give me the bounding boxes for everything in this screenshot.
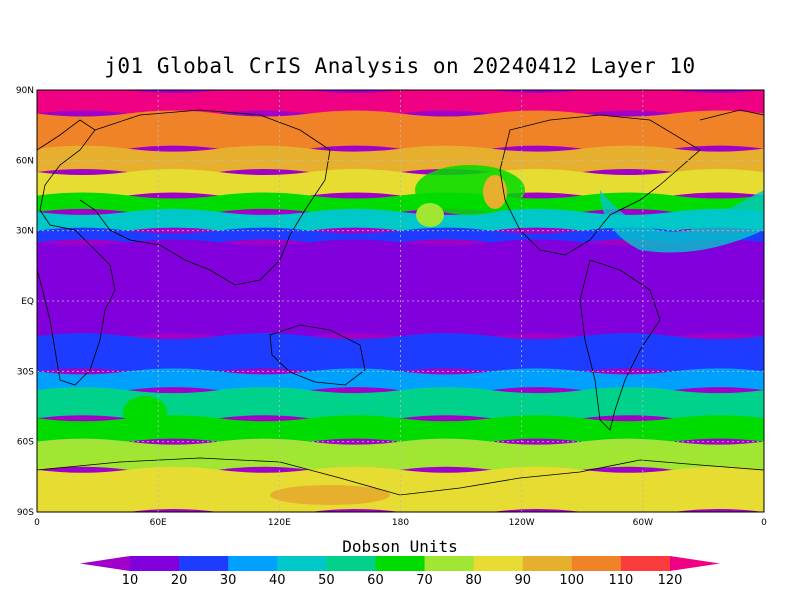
y-tick-label: 30N bbox=[16, 227, 34, 237]
ozone-anomaly-antarctic bbox=[270, 485, 390, 505]
colorbar-level-label: 110 bbox=[608, 573, 633, 588]
coast-north-america bbox=[499, 114, 701, 256]
y-axis-labels: 90N 60N 30N EQ 30S 60S 90S bbox=[16, 86, 34, 518]
colorbar-level-label: 50 bbox=[318, 573, 335, 588]
colorbar-segment bbox=[473, 556, 524, 571]
x-axis-labels: 0 60E 120E 180 120W 60W 0 bbox=[34, 518, 767, 528]
colorbar-segment bbox=[228, 556, 278, 571]
colorbar-level-label: 70 bbox=[416, 573, 433, 588]
x-tick-label: 120E bbox=[268, 518, 291, 528]
coast-africa-europe bbox=[37, 119, 116, 386]
coast-australia bbox=[269, 324, 366, 386]
ozone-anomaly-safrica bbox=[123, 396, 167, 428]
y-tick-label: 30S bbox=[17, 367, 34, 377]
ozone-trough-america bbox=[600, 190, 764, 253]
x-tick-label: 60W bbox=[633, 518, 653, 528]
x-tick-label: 120W bbox=[509, 518, 535, 528]
colorbar-segment bbox=[424, 556, 475, 571]
colorbar-level-label: 80 bbox=[465, 573, 482, 588]
x-tick-label: 60E bbox=[150, 518, 167, 528]
colorbar-level-label: 20 bbox=[171, 573, 188, 588]
zonal-band bbox=[37, 387, 764, 422]
colorbar-max-arrow bbox=[670, 556, 720, 571]
x-tick-label: 0 bbox=[34, 518, 40, 528]
colorbar-segment bbox=[375, 556, 426, 571]
coastlines bbox=[37, 109, 764, 496]
colorbar-segment bbox=[179, 556, 229, 571]
zonal-band bbox=[37, 333, 764, 375]
colorbar-title: Dobson Units bbox=[342, 537, 458, 556]
coast-south-america bbox=[579, 259, 661, 431]
y-tick-label: 90S bbox=[17, 508, 34, 518]
colorbar-level-label: 10 bbox=[122, 573, 139, 588]
zonal-band bbox=[37, 90, 764, 117]
colorbar-segment bbox=[571, 556, 622, 571]
x-tick-label: 180 bbox=[392, 518, 409, 528]
colorbar-min-arrow bbox=[80, 556, 130, 571]
colorbar-segment bbox=[277, 556, 327, 571]
map-frame bbox=[36, 89, 765, 513]
y-tick-label: EQ bbox=[21, 297, 34, 307]
y-tick-label: 60N bbox=[16, 156, 34, 166]
ozone-anomaly-hudson bbox=[660, 114, 710, 146]
colorbar-segment bbox=[326, 556, 376, 571]
zonal-bands bbox=[37, 90, 764, 512]
page-title: j01 Global CrIS Analysis on 20240412 Lay… bbox=[104, 54, 696, 78]
colorbar-level-label: 60 bbox=[367, 573, 384, 588]
zonal-band bbox=[37, 239, 764, 340]
colorbar-level-label: 120 bbox=[658, 573, 683, 588]
coast-asia bbox=[79, 109, 331, 286]
y-tick-label: 90N bbox=[16, 86, 34, 96]
colorbar bbox=[80, 556, 720, 571]
colorbar-segment bbox=[130, 556, 180, 571]
x-tick-label: 0 bbox=[761, 518, 767, 528]
zonal-band bbox=[37, 466, 764, 512]
ozone-anomaly-pacific-core bbox=[416, 203, 444, 227]
zonal-band bbox=[37, 169, 764, 199]
colorbar-level-label: 100 bbox=[559, 573, 584, 588]
colorbar-labels: 10 20 30 40 50 60 70 80 90 100 110 120 bbox=[122, 573, 683, 588]
grid-lines bbox=[37, 90, 764, 512]
ozone-anomaly-alaska bbox=[483, 175, 507, 209]
zonal-band bbox=[37, 415, 764, 445]
colorbar-segment bbox=[522, 556, 573, 571]
coast-antarctica bbox=[37, 457, 764, 496]
y-tick-label: 60S bbox=[17, 438, 34, 448]
zonal-band bbox=[37, 192, 764, 215]
colorbar-level-label: 90 bbox=[514, 573, 531, 588]
colorbar-segment bbox=[620, 556, 671, 571]
colorbar-level-label: 40 bbox=[269, 573, 286, 588]
coast-greenland bbox=[699, 109, 764, 121]
colorbar-level-label: 30 bbox=[220, 573, 237, 588]
